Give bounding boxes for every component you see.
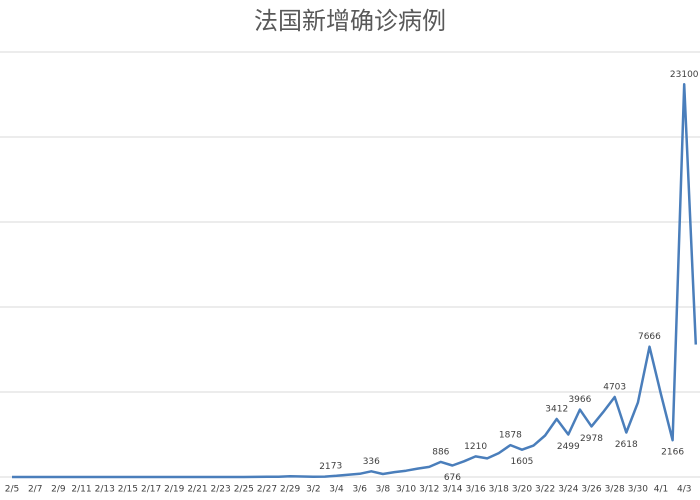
- line: [12, 83, 698, 479]
- x-tick-label: 4/3: [677, 485, 691, 495]
- value-label: 3412: [545, 404, 568, 414]
- value-label: 2166: [661, 448, 684, 458]
- value-label: 886: [432, 447, 449, 457]
- x-tick-label: 3/12: [419, 485, 439, 495]
- x-tick-label: 2/9: [51, 485, 66, 495]
- x-tick-label: 3/4: [329, 485, 344, 495]
- x-tick-label: 2/15: [118, 485, 138, 495]
- x-tick-label: 2/27: [257, 485, 277, 495]
- x-tick-label: 2/17: [141, 485, 161, 495]
- x-tick-label: 3/22: [535, 485, 555, 495]
- x-tick-label: 2/13: [95, 485, 115, 495]
- value-label: 2618: [615, 440, 638, 450]
- x-tick-label: 3/26: [581, 485, 601, 495]
- value-label: 7666: [638, 332, 661, 342]
- x-tick-label: 3/24: [558, 485, 578, 495]
- value-label: 73: [331, 461, 342, 471]
- x-tick-label: 4/1: [654, 485, 668, 495]
- x-tick-label: 3/30: [628, 485, 648, 495]
- value-label: 3966: [568, 395, 591, 405]
- value-label: 1605: [511, 457, 534, 467]
- value-label: 1210: [464, 442, 487, 452]
- x-tick-label: 2/21: [187, 485, 207, 495]
- value-label: 4703: [603, 383, 626, 393]
- value-label: 23100: [670, 70, 699, 80]
- x-tick-label: 2/11: [71, 485, 91, 495]
- x-tick-label: 2/25: [234, 485, 254, 495]
- x-tick-label: 2/7: [28, 485, 42, 495]
- x-tick-label: 2/19: [164, 485, 184, 495]
- x-tick-label: 3/14: [442, 485, 462, 495]
- value-label: 676: [444, 473, 461, 483]
- x-tick-label: 3/10: [396, 485, 416, 495]
- x-tick-label: 3/2: [306, 485, 320, 495]
- x-tick-label: 3/20: [512, 485, 532, 495]
- x-tick-label: 3/16: [465, 485, 485, 495]
- x-tick-label: 3/6: [352, 485, 367, 495]
- value-label: 21: [319, 462, 330, 472]
- x-tick-label: 2/23: [211, 485, 231, 495]
- x-tick-label: 2/29: [280, 485, 300, 495]
- value-label: 1878: [499, 431, 522, 441]
- value-label: 336: [363, 457, 380, 467]
- value-label: 2978: [580, 434, 603, 444]
- x-tick-label: 3/28: [605, 485, 625, 495]
- x-tick-label: 2/5: [5, 485, 19, 495]
- chart-title: 法国新增确诊病例: [254, 7, 446, 35]
- x-tick-label: 3/18: [489, 485, 509, 495]
- value-label: 2499: [557, 442, 580, 452]
- x-tick-label: 3/8: [376, 485, 391, 495]
